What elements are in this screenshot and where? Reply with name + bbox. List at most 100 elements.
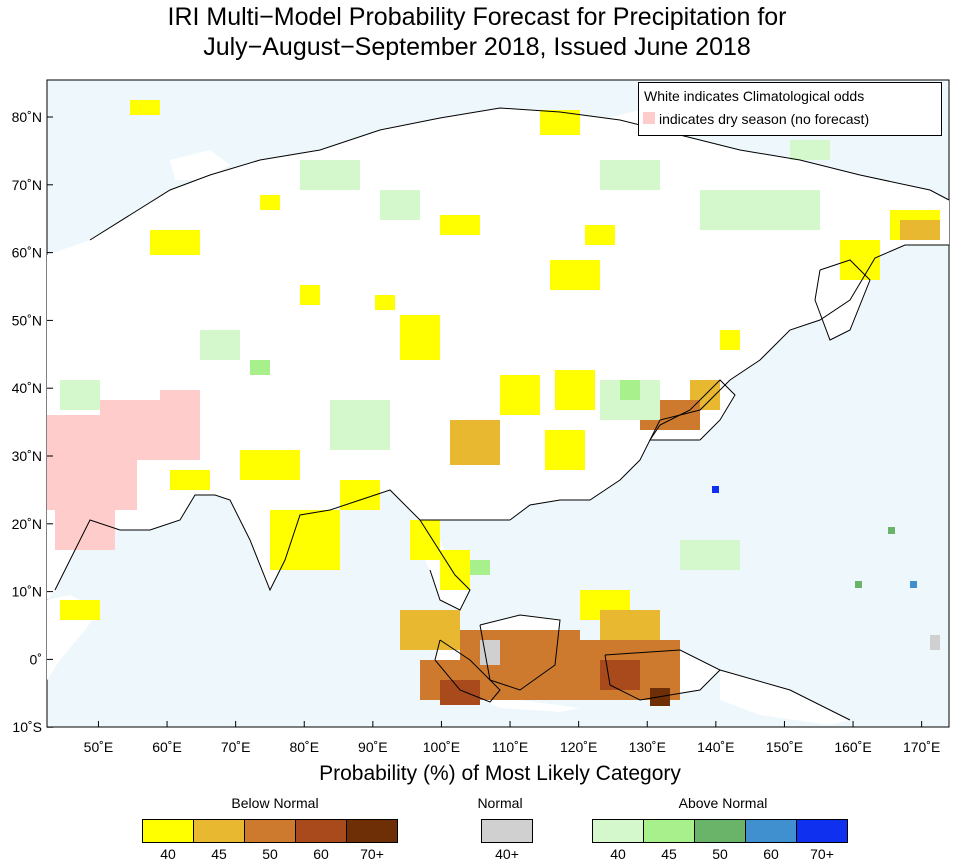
forecast-cell [375, 295, 395, 310]
legend-climatological-text: White indicates Climatological odds [644, 88, 865, 104]
colorbar-title: Probability (%) of Most Likely Category [319, 762, 681, 785]
below-normal-swatch [142, 819, 194, 843]
below-normal-label: Below Normal [231, 795, 319, 811]
forecast-cell [470, 560, 490, 575]
lat-tick-label: 10˚N [12, 584, 42, 600]
forecast-cell [790, 140, 830, 160]
lat-tick-label: 40˚N [12, 380, 42, 396]
forecast-cell [930, 635, 940, 650]
forecast-cell [260, 195, 280, 210]
forecast-cell [400, 610, 460, 650]
coastline [89, 107, 950, 241]
below-normal-tick: 45 [211, 846, 227, 862]
forecast-cell [500, 375, 540, 415]
lat-tick-label: 50˚N [12, 312, 42, 328]
lon-tick-label: 90˚E [358, 739, 388, 755]
forecast-cell [855, 581, 862, 588]
above-normal-tick: 70+ [810, 846, 834, 862]
coastline [604, 649, 721, 701]
coastline [419, 519, 510, 611]
forecast-cell [585, 225, 615, 245]
forecast-cell [888, 527, 895, 534]
forecast-cell [60, 380, 100, 410]
below-normal-swatch [244, 819, 296, 843]
lon-tick-label: 150˚E [766, 739, 803, 755]
map-legend: White indicates Climatological odds indi… [638, 82, 942, 136]
above-normal-label: Above Normal [678, 795, 768, 811]
above-normal-swatch [592, 819, 644, 843]
island-polygon [720, 670, 850, 725]
above-normal-tick: 45 [661, 846, 677, 862]
title-line1: IRI Multi−Model Probability Forecast for… [167, 3, 787, 31]
normal-tick: 40+ [495, 846, 519, 862]
lon-tick-label: 160˚E [834, 739, 871, 755]
forecast-cell [60, 600, 100, 620]
lon-tick-label: 50˚E [84, 739, 114, 755]
above-normal-tick: 60 [763, 846, 779, 862]
above-normal-swatch [643, 819, 695, 843]
above-normal-swatch [694, 819, 746, 843]
above-normal-swatch [796, 819, 848, 843]
chart-title: IRI Multi−Model Probability Forecast for… [0, 2, 954, 62]
forecast-cell [300, 160, 360, 190]
lat-tick-label: 60˚N [12, 245, 42, 261]
lon-tick-label: 80˚E [289, 739, 319, 755]
forecast-cell [480, 640, 500, 665]
coastline [814, 259, 871, 341]
forecast-cell [550, 260, 600, 290]
coastline [479, 614, 561, 691]
forecast-cell [170, 470, 210, 490]
coastline [54, 489, 421, 592]
lon-tick-label: 100˚E [423, 739, 460, 755]
forecast-cell [440, 215, 480, 235]
above-normal-colorbar [592, 819, 848, 843]
forecast-cell [545, 430, 585, 470]
above-normal-tick: 40 [610, 846, 626, 862]
below-normal-swatch [193, 819, 245, 843]
forecast-cell [300, 285, 320, 305]
above-normal-swatch [745, 819, 797, 843]
axis-ticks: 80˚N 70˚N 60˚N 50˚N 40˚N 30˚N 20˚N 10˚N 0˚ 10˚S 50… [12, 109, 941, 755]
normal-label: Normal [477, 795, 523, 811]
coastline [649, 379, 736, 441]
forecast-cell [130, 100, 160, 115]
lon-tick-label: 60˚E [152, 739, 182, 755]
below-normal-tick: 60 [313, 846, 329, 862]
forecast-cell [900, 220, 940, 240]
forecast-cell [400, 315, 440, 360]
forecast-cell [330, 400, 390, 450]
land-polygon [170, 150, 230, 180]
legend-dry-season-text: indicates dry season (no forecast) [659, 111, 870, 127]
lat-tick-label: 10˚S [12, 719, 42, 735]
forecast-cell [700, 190, 820, 230]
forecast-cell [160, 390, 200, 460]
title-line2: July−August−September 2018, Issued June … [203, 33, 751, 61]
forecast-cell [380, 190, 420, 220]
forecast-cell [340, 480, 380, 510]
below-normal-tick: 40 [160, 846, 176, 862]
coastline [434, 639, 501, 703]
below-normal-swatch [346, 819, 398, 843]
forecast-cell [620, 380, 640, 400]
forecast-anomaly-cells [47, 100, 940, 706]
coastline [719, 669, 851, 721]
island-polygon [620, 440, 640, 470]
coastlines [54, 107, 950, 721]
lon-tick-label: 120˚E [560, 739, 597, 755]
forecast-cell [712, 486, 719, 493]
lon-tick-label: 140˚E [697, 739, 734, 755]
forecast-cell [200, 330, 240, 360]
below-normal-colorbar [142, 819, 398, 843]
forecast-cell [250, 360, 270, 375]
below-normal-tick: 70+ [360, 846, 384, 862]
forecast-cell [240, 450, 300, 480]
lon-tick-label: 110˚E [492, 739, 528, 755]
forecast-cell [555, 370, 595, 410]
forecast-cell [600, 160, 660, 190]
normal-swatch [481, 819, 533, 843]
forecast-cell [440, 680, 480, 705]
forecast-cell [720, 330, 740, 350]
lat-tick-label: 70˚N [12, 177, 42, 193]
lat-tick-label: 20˚N [12, 516, 42, 532]
forecast-cell [450, 420, 500, 465]
